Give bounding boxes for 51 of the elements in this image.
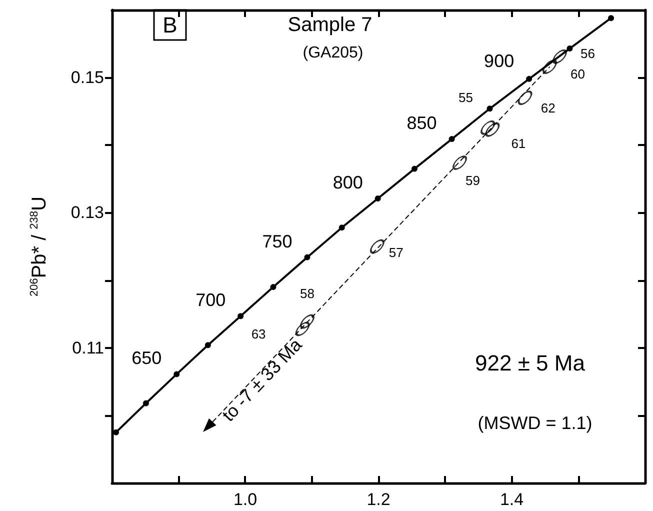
point [518, 90, 532, 105]
y-tick-label: 0.11 [72, 338, 104, 358]
annotation: 922 ± 5 Ma [475, 350, 586, 376]
annotation: 57 [388, 245, 404, 260]
point [448, 136, 455, 142]
annotation: 700 [196, 290, 226, 310]
annotation: 55 [458, 90, 473, 106]
annotation: (GA205) [302, 44, 364, 62]
point [374, 196, 381, 202]
annotation: 63 [251, 326, 266, 342]
point [608, 15, 614, 22]
point [566, 46, 573, 52]
annotation: 900 [484, 50, 514, 71]
point [304, 254, 310, 260]
point [552, 50, 567, 64]
annotation: 650 [132, 348, 162, 368]
point [300, 314, 314, 329]
point [338, 224, 345, 231]
annotation: 58 [300, 286, 314, 302]
annotation: B [162, 12, 178, 38]
point [204, 342, 211, 348]
annotation: 56 [580, 46, 595, 62]
annotation: 850 [406, 113, 437, 134]
point [174, 371, 180, 378]
point [480, 120, 495, 135]
annotation: 59 [466, 173, 480, 188]
point [238, 313, 244, 320]
x-tick-label: 1.4 [500, 490, 524, 509]
annotation: 61 [511, 136, 526, 152]
y-tick-label: 0.15 [70, 68, 104, 88]
point [411, 166, 418, 172]
x-tick-label: 1.2 [366, 490, 390, 509]
annotation: Sample 7 [288, 14, 372, 36]
point [542, 60, 557, 74]
point [270, 284, 276, 290]
point [142, 400, 149, 406]
annotation: (MSWD = 1.1) [478, 413, 592, 433]
y-tick-label: 0.13 [70, 203, 104, 222]
annotation: 800 [332, 172, 363, 193]
point [452, 156, 467, 170]
point [295, 322, 310, 336]
point [370, 239, 384, 254]
annotation: 60 [570, 66, 585, 82]
annotation: 62 [540, 100, 556, 116]
y-axis-title: 206Pb* / 238U [28, 196, 50, 297]
point [485, 122, 500, 137]
annotation: 750 [262, 231, 292, 252]
point [486, 106, 493, 112]
point [113, 429, 119, 436]
x-tick-label: 1.0 [233, 490, 258, 509]
point [526, 76, 532, 82]
